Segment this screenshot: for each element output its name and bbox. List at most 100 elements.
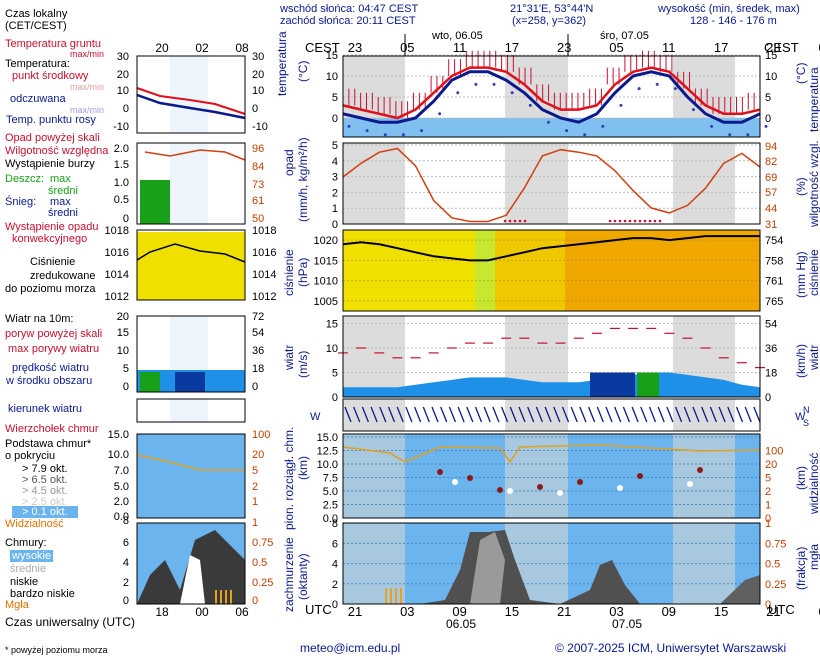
temp-mid-line: [342, 66, 761, 120]
wind-arrow: [396, 406, 404, 423]
vis-tick: 2: [765, 486, 771, 498]
legend-temp-tick-left: 0: [123, 103, 129, 115]
temp-tick-left: 15: [326, 50, 338, 62]
legend-temp-tick-right: 10: [252, 85, 264, 97]
legend-feels: odczuwana: [10, 93, 66, 105]
legend-hour-bottom: 06: [235, 605, 249, 619]
legend-precip-tick: 2.0: [114, 143, 129, 155]
grid-point: (x=258, y=362): [512, 15, 586, 27]
legend-vis-tick: 1: [252, 496, 258, 508]
humidity-line: [342, 147, 761, 223]
conv-precip-dot: [523, 219, 527, 223]
wind-tick-kmh: 36: [765, 343, 777, 355]
wind-arrow: [535, 406, 544, 423]
legend-vis-tick: 20: [252, 449, 264, 461]
legend-wind-tick-left: 15: [117, 327, 129, 339]
cloud-tick-km: 5.0: [323, 486, 338, 498]
legend-temp-tick-right: 20: [252, 69, 264, 81]
humidity-tick: 94: [765, 141, 777, 153]
dew-point: [565, 129, 569, 133]
axis-wind-left: wiatr: [282, 344, 296, 370]
legend-very-low: bardzo niskie: [10, 588, 75, 600]
axis-press-left-unit: (hPa): [296, 257, 310, 287]
conv-precip-dot: [508, 219, 512, 223]
footer-copyright: © 2007-2025 ICM, Uniwersytet Warszawski: [555, 641, 787, 655]
legend-fog-bar: [225, 590, 227, 604]
hour-bottom: 21: [348, 604, 362, 619]
night-band-cloud-0: [343, 434, 405, 518]
dew-point: [583, 133, 587, 137]
cloud-tick-km: 2.5: [323, 500, 338, 512]
legend-press-tick-left: 1014: [105, 269, 129, 281]
dew-point: [420, 129, 424, 133]
legend-hum-tick: 50: [252, 213, 264, 225]
sunrise: wschód słońca: 04:47 CEST: [280, 3, 419, 15]
legend-clouds: Chmury:: [5, 537, 47, 549]
wind-arrow: [448, 406, 457, 423]
cover-tick-okt: 4: [332, 559, 338, 571]
low-cloud-area-end: [720, 575, 760, 604]
legend-temp-tick-left: 30: [117, 51, 129, 63]
night-band-cloud-2: [673, 434, 735, 518]
legend-cloud-base-1: Podstawa chmur*: [5, 438, 92, 450]
axis-press-left: ciśnienie: [282, 249, 296, 296]
legend-visibility-line: [136, 454, 245, 471]
legend-cloud-tick: 7.0: [114, 465, 129, 477]
axis-cloud-left: pion. rozciągł. chm.: [282, 426, 296, 530]
wind-arrow: [509, 406, 517, 423]
legend-temp-tick-left: -10: [113, 121, 129, 133]
wind-arrow: [544, 406, 552, 423]
axis-vis-right-unit: (km): [794, 466, 808, 490]
cloud-base-dot: [577, 479, 583, 485]
legend-rain: Deszcz:: [5, 173, 45, 185]
temp-tick-right: 0: [765, 113, 771, 125]
legend-press-tick-right: 1016: [252, 247, 276, 259]
legend-wind-tick-left: 10: [117, 345, 129, 357]
wind-arrow: [483, 406, 491, 423]
pressure-tick-hpa: 1020: [314, 235, 338, 247]
wind-speed-high: [590, 372, 635, 397]
legend-cloud-tick: 5.0: [114, 481, 129, 493]
legend-cloud-base-2: o pokryciu: [5, 450, 56, 462]
footer-email[interactable]: meteo@icm.edu.pl: [300, 641, 401, 655]
legend-cover-tick: 0: [123, 595, 129, 607]
humidity-tick: 31: [765, 219, 777, 231]
legend-cover-tick: 4: [123, 557, 129, 569]
legend-wind-tick-right: 72: [252, 311, 264, 323]
legend-conv-2: konwekcyjnego: [12, 233, 88, 245]
dew-point: [691, 108, 695, 112]
panel-frame-cloud: [342, 433, 761, 519]
wind-arrow: [440, 406, 448, 423]
wind-arrow: [718, 406, 726, 423]
legend-okt01: > 0.1 okt.: [12, 506, 78, 518]
humidity-tick: 57: [765, 187, 777, 199]
legend-precip-over: Opad powyżej skali: [5, 132, 100, 144]
precip-tick: 1: [332, 203, 338, 215]
legend-conv-1: Wystąpienie opadu: [5, 221, 99, 233]
date-bottom-1: 06.05: [446, 617, 477, 631]
hour-top: 11: [453, 40, 467, 55]
axis-fog-right-unit: (frakcja): [794, 546, 808, 590]
wind-arrow: [405, 406, 413, 423]
legend-panel-frame-precip: [136, 142, 246, 225]
cloud-tick-km: 10.0: [317, 459, 338, 471]
legend-cloud-tick: 10.0: [108, 449, 129, 461]
legend-snow: Śnieg:: [5, 196, 37, 208]
dew-point: [365, 129, 369, 133]
dew-point: [728, 133, 732, 137]
cloud-base-dot-low: [617, 485, 623, 491]
wind-arrow: [457, 406, 465, 423]
temp-tick-right: 15: [765, 50, 777, 62]
legend-panel-frame-temp: [136, 55, 246, 134]
axis-cloud-left-unit: (km): [296, 456, 310, 480]
legend-wind-tick-right: 36: [252, 345, 264, 357]
dew-point: [601, 124, 605, 128]
legend-panel-frame-cloud: [136, 433, 246, 519]
legend-press-tick-left: 1018: [105, 225, 129, 237]
cloud-base-dot: [467, 475, 473, 481]
footnote: * powyżej poziomu morza: [5, 645, 108, 655]
legend-temp-line: [136, 87, 246, 115]
hour-bottom: 21: [557, 604, 571, 619]
night-band-precip-1: [505, 143, 568, 224]
